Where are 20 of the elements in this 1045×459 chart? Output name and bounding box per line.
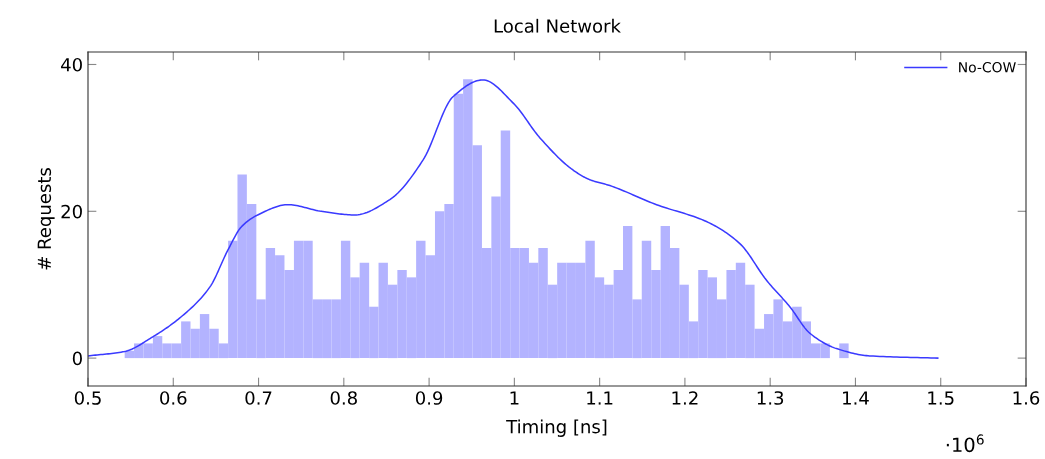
x-axis-title: Timing [ns] [506, 419, 607, 437]
x-tick-label: 1 [510, 391, 519, 405]
x-tick-label: 0.7 [245, 391, 272, 405]
chart-title: Local Network [494, 18, 621, 33]
x-tick-label: 1.6 [1013, 391, 1040, 405]
x-tick-label: 1.4 [843, 391, 869, 405]
y-tick-label: 20 [61, 204, 82, 219]
x-tick-label: 1.3 [757, 391, 784, 405]
x-tick-label: 1.2 [672, 391, 698, 405]
legend-label: No-COW [959, 61, 1016, 73]
x-tick-label: 0.5 [74, 391, 101, 405]
y-tick-label: 40 [61, 57, 82, 72]
x-tick-label: 1.1 [587, 391, 613, 405]
x-tick-label: 0.9 [415, 391, 443, 405]
x-tick-label: 0.8 [330, 391, 357, 405]
x-tick-label: 0.6 [160, 391, 187, 405]
x-tick-label: 1.5 [928, 391, 954, 405]
text: ·10$^{6}$ [946, 434, 984, 453]
y-tick-label: 0 [72, 351, 82, 366]
y-axis-title: # Requests [37, 168, 55, 270]
